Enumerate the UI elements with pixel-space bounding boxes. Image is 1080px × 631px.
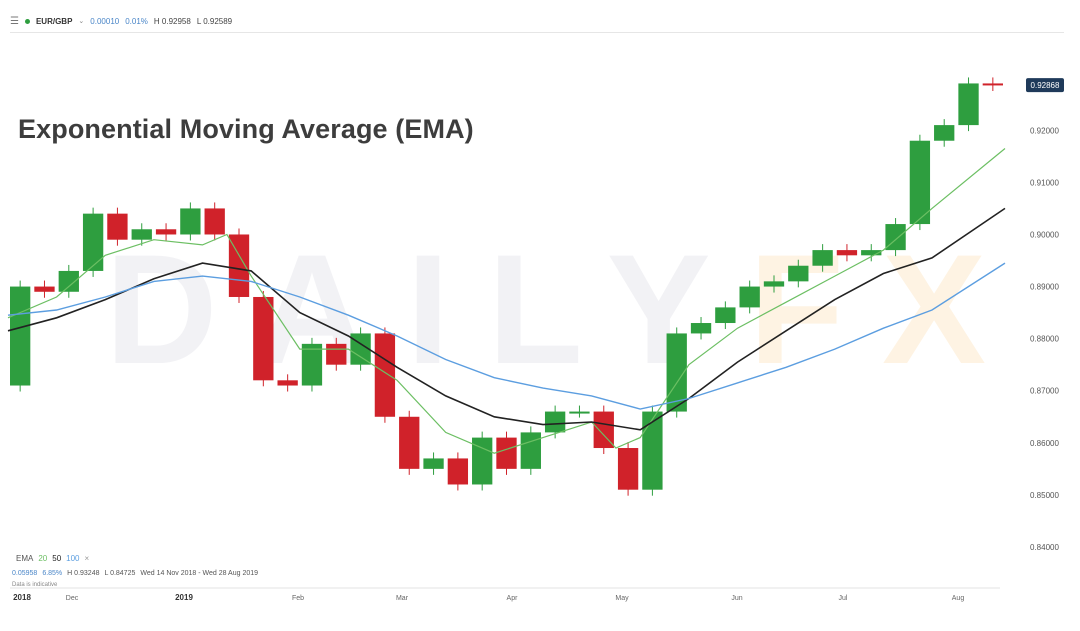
y-tick-label: 0.92000 (1030, 126, 1059, 135)
candle-body (690, 323, 712, 334)
candle-body (666, 333, 687, 412)
period-change: 0.05958 (12, 570, 38, 577)
period-high: H 0.93248 (67, 570, 100, 577)
candle-body (520, 432, 541, 469)
period-range: Wed 14 Nov 2018 - Wed 28 Aug 2019 (140, 570, 259, 577)
candle-body (472, 437, 493, 485)
instrument-bar: ☰ EUR/GBP ⌄ 0.00010 0.01% H 0.92958 L 0.… (10, 10, 1064, 33)
x-tick-label: 2018 (13, 593, 31, 602)
instrument-symbol[interactable]: EUR/GBP (35, 16, 73, 26)
candle-body (155, 229, 177, 235)
candle-body (763, 281, 785, 287)
candle-body (909, 140, 931, 225)
candle-body (642, 411, 663, 490)
candle-body (277, 380, 298, 386)
x-tick-label: Jun (731, 595, 742, 602)
price-change-pct: 0.01% (125, 16, 148, 26)
chevron-down-icon[interactable]: ⌄ (78, 18, 85, 25)
chart-title: Exponential Moving Average (EMA) (18, 114, 474, 144)
y-tick-label: 0.86000 (1030, 439, 1059, 448)
candle-body (34, 286, 55, 292)
ema-20-line (7, 148, 1006, 454)
candle-body (399, 416, 420, 469)
candle-body (934, 125, 955, 141)
data-note: Data is indicative (12, 582, 58, 588)
y-tick-label: 0.91000 (1030, 178, 1059, 187)
candle-body (180, 208, 201, 235)
period-stats: 0.05958 6.85% H 0.93248 L 0.84725 Wed 14… (12, 570, 258, 577)
ema-label: EMA (16, 554, 34, 563)
ema-100-line (7, 262, 1006, 410)
ema-50-value[interactable]: 50 (52, 554, 62, 563)
day-low: L 0.92589 (196, 16, 233, 26)
candle-body (58, 270, 79, 292)
candle-body (715, 307, 736, 324)
candle-body (982, 83, 1003, 86)
x-tick-label: Mar (396, 595, 409, 602)
candle-body (326, 343, 347, 365)
x-tick-label: Jul (839, 595, 848, 602)
period-change-pct: 6.85% (42, 570, 63, 577)
ema-20-value[interactable]: 20 (38, 554, 48, 563)
watermark-fx: FX (748, 223, 1025, 397)
candle-body (253, 296, 274, 381)
candle-body (374, 333, 396, 417)
close-indicator-icon[interactable]: × (84, 554, 90, 563)
candle-body (593, 411, 614, 449)
price-change: 0.00010 (90, 16, 120, 26)
last-price-tag (1026, 78, 1064, 93)
live-status-dot (24, 18, 30, 24)
x-tick-label: Aug (952, 595, 965, 602)
y-tick-label: 0.87000 (1030, 387, 1059, 396)
x-tick-label: Apr (507, 595, 519, 602)
candle-body (544, 411, 566, 433)
y-tick-label: 0.88000 (1030, 335, 1059, 344)
candle-body (836, 250, 858, 256)
last-price-label: 0.92868 (1031, 81, 1060, 90)
candle-body (569, 411, 590, 414)
candle-body (617, 448, 639, 490)
candle-body (496, 437, 517, 469)
period-low: L 0.84725 (104, 570, 136, 577)
y-tick-label: 0.85000 (1030, 491, 1059, 500)
candle-body (861, 250, 882, 256)
candle-body (10, 286, 31, 386)
dailyfx-watermark: DAILYFX (105, 232, 1024, 388)
watermark-daily: DAILY (105, 223, 749, 397)
x-tick-label: May (615, 595, 629, 602)
ema-50-line (7, 207, 1006, 431)
day-high: H 0.92958 (153, 16, 191, 26)
candle-body (301, 343, 323, 386)
candle-body (131, 229, 152, 240)
candle-body (739, 286, 760, 308)
candle-body (958, 83, 979, 126)
y-tick-label: 0.90000 (1030, 230, 1059, 239)
candle-body (447, 458, 469, 485)
y-tick-label: 0.84000 (1030, 543, 1059, 552)
x-tick-label: Dec (66, 595, 79, 602)
x-tick-label: 2019 (175, 593, 193, 602)
menu-icon[interactable]: ☰ (10, 15, 19, 27)
candle-body (107, 213, 128, 240)
candle-body (812, 250, 833, 266)
candle-body (423, 458, 444, 469)
candle-body (82, 213, 104, 271)
ema-100-value[interactable]: 100 (66, 554, 80, 563)
y-tick-label: 0.89000 (1030, 283, 1059, 292)
candle-body (788, 265, 809, 282)
indicator-legend: EMA 20 50 100 × (16, 554, 89, 563)
x-tick-label: Feb (292, 595, 304, 602)
candle-body (204, 208, 225, 235)
candle-body (228, 234, 250, 297)
